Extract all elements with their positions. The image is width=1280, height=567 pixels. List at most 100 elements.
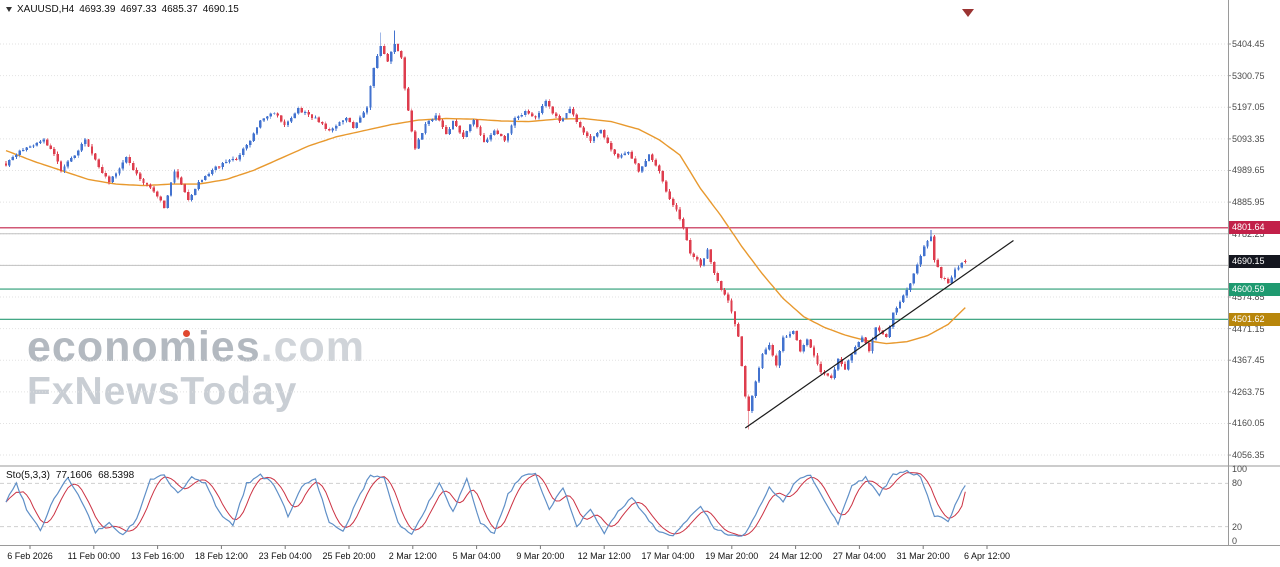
candle-body	[341, 120, 345, 123]
candle-body	[214, 166, 217, 170]
candle-body	[909, 283, 912, 290]
candle-body	[128, 156, 131, 164]
candle-body	[943, 277, 946, 279]
candle-body	[242, 148, 245, 155]
symbol-ohlc-label: XAUUSD,H4 4693.39 4697.33 4685.37 4690.1…	[6, 4, 239, 15]
candle-body	[713, 262, 716, 274]
time-axis-label: 17 Mar 04:00	[641, 551, 695, 561]
candle-body	[262, 118, 266, 121]
candle-body	[149, 184, 152, 188]
candle-body	[235, 159, 238, 160]
candle-body	[334, 125, 338, 129]
candle-body	[125, 156, 128, 163]
candle-body	[661, 170, 664, 182]
candle-body	[640, 166, 644, 172]
candle-body	[159, 196, 162, 201]
chart-shift-icon[interactable]	[962, 9, 974, 17]
candle-body	[740, 336, 744, 366]
candle-body	[431, 119, 434, 121]
candle-body	[358, 117, 362, 123]
candle-body	[720, 280, 723, 290]
candle-body	[885, 333, 888, 337]
price-badge-support: 4600.59	[1229, 282, 1280, 296]
oscillator-axis-label: 80	[1232, 478, 1243, 489]
candle-body	[706, 249, 709, 259]
candle-body	[475, 119, 479, 127]
candle-body	[609, 143, 613, 150]
candle-body	[376, 56, 379, 69]
price-axis-label: 4367.45	[1232, 355, 1265, 366]
candle-body	[554, 113, 558, 116]
candle-body	[118, 168, 121, 174]
candle-body	[104, 172, 107, 177]
candle-body	[94, 153, 97, 160]
candle-body	[891, 312, 895, 328]
candle-body	[499, 134, 503, 136]
candle-body	[799, 339, 802, 352]
ma-line[interactable]	[5, 117, 966, 345]
candle-body	[279, 115, 283, 122]
candle-body	[953, 269, 957, 278]
price-axis-label: 4160.05	[1232, 418, 1265, 429]
candle-body	[513, 117, 517, 126]
price-axis-label: 4056.35	[1232, 450, 1265, 461]
candle-body	[716, 273, 719, 281]
candle-body	[413, 131, 417, 149]
candle-body	[328, 128, 331, 131]
candle-body	[438, 115, 441, 121]
candle-body	[599, 130, 603, 133]
candle-body	[200, 180, 204, 183]
candle-body	[833, 369, 836, 378]
candle-body	[596, 132, 599, 137]
candle-body	[493, 130, 496, 135]
candle-body	[957, 267, 960, 270]
candle-body	[18, 150, 21, 155]
candle-body	[668, 191, 671, 199]
indicator-label: Sto(5,3,3) 77.1606 68.5398	[6, 470, 134, 481]
candle-body	[579, 122, 582, 128]
candle-body	[888, 327, 891, 337]
candle-body	[111, 176, 114, 183]
grid	[0, 43, 1231, 456]
candle-body	[324, 123, 327, 129]
time-axis[interactable]: 6 Feb 2026 11 Feb 00:00 13 Feb 16:00 18 Feb…	[0, 551, 1280, 565]
candle-body	[730, 300, 733, 312]
candle-body	[28, 146, 32, 148]
price-axis-label: 4263.75	[1232, 386, 1265, 397]
candle-body	[187, 192, 190, 201]
candle-body	[517, 116, 520, 118]
candle-body	[355, 122, 358, 128]
ohlc-low: 4685.37	[161, 4, 198, 15]
stochastic-main-line	[5, 469, 966, 537]
candle-body	[603, 130, 606, 138]
candle-body	[874, 327, 878, 340]
price-badge-target: 4501.62	[1229, 312, 1280, 326]
candle-body	[527, 111, 530, 114]
candle-body	[689, 239, 692, 254]
candle-body	[775, 355, 778, 366]
time-axis-label: 5 Mar 04:00	[452, 551, 501, 561]
candle-body	[180, 177, 183, 185]
candle-body	[458, 126, 462, 133]
candle-body	[228, 160, 231, 162]
candle-body	[273, 113, 276, 115]
candle-body	[87, 139, 90, 147]
candle-body	[365, 107, 369, 113]
candle-body	[916, 264, 919, 274]
price-axis-label: 5404.45	[1232, 39, 1265, 49]
time-axis-label: 24 Mar 12:00	[769, 551, 823, 561]
candle-body	[651, 154, 654, 161]
candle-body	[314, 117, 317, 119]
candle-body	[276, 113, 279, 116]
candle-body	[606, 137, 609, 144]
trendline[interactable]	[744, 240, 1014, 429]
candle-body	[462, 132, 465, 137]
candle-body	[169, 182, 173, 196]
candle-body	[792, 331, 795, 334]
candle-body	[420, 133, 424, 140]
candle-body	[11, 156, 15, 160]
candle-body	[723, 289, 726, 295]
candle-body	[843, 363, 847, 370]
